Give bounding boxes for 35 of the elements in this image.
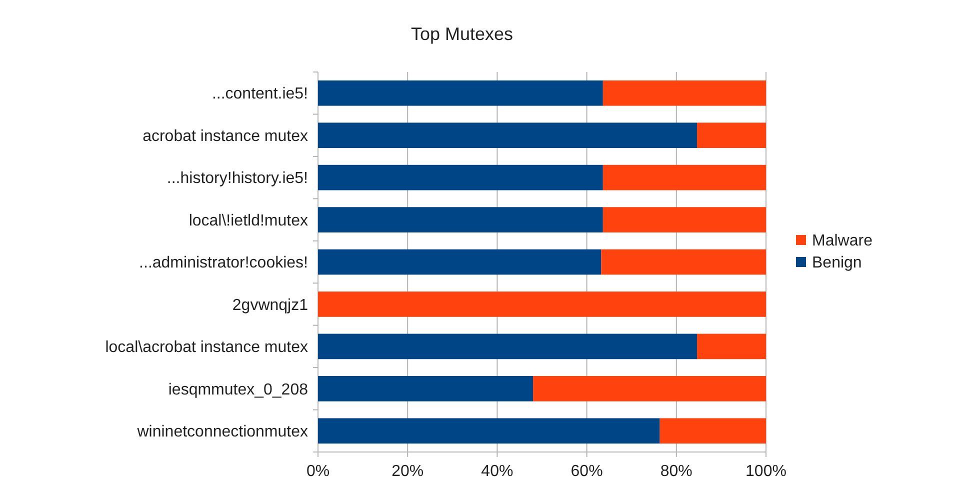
bar — [601, 249, 766, 275]
bar — [318, 292, 766, 317]
bar — [697, 122, 766, 148]
y-tick-label: ...administrator!cookies! — [139, 254, 308, 272]
x-tick-label: 100% — [746, 463, 786, 480]
bar — [602, 164, 766, 190]
bar — [660, 418, 766, 444]
x-tick-label: 80% — [660, 463, 692, 480]
bar — [533, 376, 766, 402]
y-tick-label: ...content.ie5! — [212, 86, 308, 103]
legend-label: Malware — [812, 232, 873, 250]
y-tick-label: iesqmmutex_0_208 — [168, 381, 308, 398]
x-tick-label: 20% — [392, 463, 424, 480]
bar — [318, 122, 698, 148]
bar — [602, 207, 766, 232]
bar — [318, 249, 602, 275]
y-tick-label: local\acrobat instance mutex — [105, 339, 308, 356]
y-tick-label: acrobat instance mutex — [142, 128, 308, 145]
bar — [318, 418, 660, 444]
bar — [318, 207, 603, 232]
x-tick-label: 40% — [481, 463, 514, 480]
y-tick-label: wininetconnectionmutex — [136, 423, 308, 440]
y-tick-label: 2gvwnqjz1 — [232, 296, 308, 314]
bar — [318, 80, 603, 106]
bar — [318, 164, 603, 190]
x-tick-label: 60% — [570, 463, 603, 480]
bar — [318, 376, 534, 402]
x-tick-label: 0% — [306, 463, 330, 480]
chart-title: Top Mutexes — [410, 24, 514, 44]
bar — [318, 334, 698, 360]
bar — [602, 80, 766, 106]
bar — [697, 334, 766, 360]
y-tick-label: ...history!history.ie5! — [166, 170, 308, 188]
y-tick-label: local\!ietld!mutex — [188, 212, 308, 230]
legend-label: Benign — [812, 254, 862, 272]
